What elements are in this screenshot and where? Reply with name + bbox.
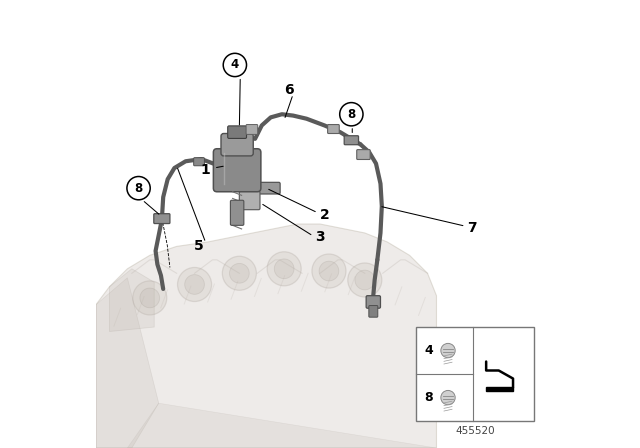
Circle shape (127, 177, 150, 200)
Circle shape (319, 261, 339, 281)
Text: 8: 8 (424, 391, 433, 404)
Circle shape (267, 252, 301, 286)
FancyBboxPatch shape (417, 327, 534, 421)
Polygon shape (127, 403, 436, 448)
Text: 4: 4 (424, 344, 433, 357)
Text: 4: 4 (231, 58, 239, 72)
Circle shape (222, 256, 257, 290)
Text: 8: 8 (348, 108, 355, 121)
Text: 6: 6 (284, 82, 294, 97)
FancyBboxPatch shape (230, 200, 244, 225)
Text: 1: 1 (201, 163, 211, 177)
Circle shape (132, 281, 167, 315)
FancyBboxPatch shape (366, 296, 380, 308)
Text: 8: 8 (134, 181, 143, 195)
Circle shape (441, 391, 455, 405)
Circle shape (185, 275, 204, 294)
FancyBboxPatch shape (369, 306, 378, 317)
Text: 3: 3 (315, 230, 325, 245)
FancyBboxPatch shape (213, 149, 261, 192)
Text: 7: 7 (467, 221, 477, 236)
Circle shape (312, 254, 346, 288)
FancyBboxPatch shape (253, 182, 280, 194)
Circle shape (223, 53, 246, 77)
Circle shape (140, 288, 159, 308)
Circle shape (355, 270, 374, 290)
FancyBboxPatch shape (356, 150, 370, 159)
Circle shape (340, 103, 363, 126)
Circle shape (441, 343, 455, 358)
FancyBboxPatch shape (328, 125, 339, 134)
Polygon shape (96, 278, 159, 448)
FancyBboxPatch shape (344, 136, 358, 145)
FancyBboxPatch shape (221, 134, 253, 156)
Circle shape (230, 263, 249, 283)
FancyBboxPatch shape (239, 191, 260, 210)
Text: 455520: 455520 (455, 426, 495, 436)
Circle shape (177, 267, 212, 302)
Circle shape (275, 259, 294, 279)
Polygon shape (109, 269, 154, 332)
FancyBboxPatch shape (194, 158, 204, 166)
Polygon shape (96, 224, 436, 448)
Circle shape (348, 263, 382, 297)
Polygon shape (486, 387, 513, 391)
FancyBboxPatch shape (154, 214, 170, 224)
Text: 5: 5 (194, 239, 204, 254)
Text: 2: 2 (319, 208, 330, 222)
FancyBboxPatch shape (246, 125, 258, 134)
FancyBboxPatch shape (228, 126, 246, 138)
